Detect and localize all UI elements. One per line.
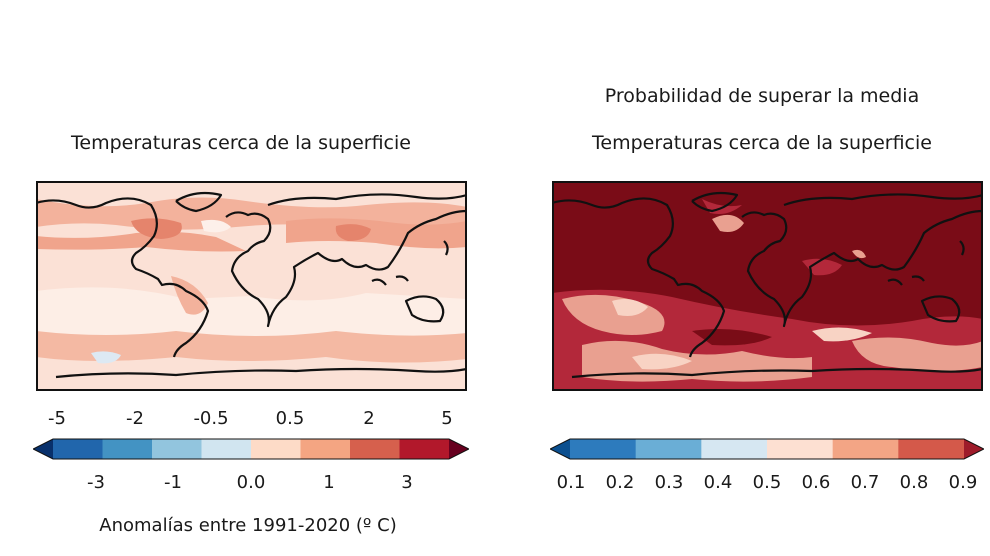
right-colorbar-swatch-2 [635,439,702,459]
right-map-light-spot-1 [712,214,744,232]
right-colorbar-swatch-5 [832,439,899,459]
left-map-cool-spot [91,351,121,364]
left-colorbar-swatch-4 [201,439,252,459]
left-lower-tick-5: 3 [401,472,413,493]
left-colorbar-swatch-8 [399,439,450,459]
left-upper-tick-3: -0.5 [193,408,229,429]
left-map-pale-spot [201,219,231,233]
right-title: Temperaturas cerca de la superficie [592,132,932,154]
left-map-warm-south [36,331,467,363]
left-map-warm-east [286,218,467,249]
left-title: Temperaturas cerca de la superficie [71,132,411,154]
left-upper-tick-6: 5 [441,408,453,429]
left-map-warm-patch2 [335,224,371,241]
left-upper-tick-1: -5 [48,408,66,429]
left-colorbar-label: Anomalías entre 1991-2020 (º C) [99,515,397,536]
left-colorbar-swatch-6 [300,439,351,459]
right-colorbar-swatch-3 [701,439,768,459]
right-colorbar-swatch-1 [570,439,637,459]
left-upper-tick-2: -2 [126,408,144,429]
right-colorbar-outline [550,438,984,460]
left-colorbar-swatch-2 [102,439,153,459]
right-probability-map [552,181,983,391]
right-tick-6: 0.6 [801,472,831,493]
left-map-coastlines [36,191,467,379]
left-colorbar-swatch-1 [53,439,103,459]
right-map-southern-pale-2 [632,353,692,370]
left-colorbar-extend-min [33,439,53,459]
right-map-southern-light-3 [852,337,983,371]
left-map-frame [36,181,467,391]
right-colorbar-swatch-6 [898,439,965,459]
right-tick-4: 0.4 [703,472,733,493]
right-tick-2: 0.2 [605,472,635,493]
right-suptitle: Probabilidad de superar la media [604,85,920,107]
left-lower-tick-2: -1 [164,472,182,493]
right-map-frame [552,181,983,391]
left-upper-tick-5: 2 [363,408,375,429]
right-tick-7: 0.7 [850,472,880,493]
right-map-southern-pale [612,299,648,316]
right-tick-3: 0.3 [654,472,684,493]
right-tick-8: 0.8 [899,472,929,493]
left-colorbar-outline [33,438,469,460]
right-colorbar-extend-min [550,439,570,459]
right-map-coastlines [552,191,983,379]
right-map-southern-pale-3 [812,327,872,342]
left-colorbar-extend-max [449,439,469,459]
left-colorbar-swatch-3 [152,439,202,459]
left-colorbar [33,438,469,460]
left-lower-tick-1: -3 [87,472,105,493]
left-anomaly-map [36,181,467,391]
left-colorbar-swatch-5 [251,439,301,459]
right-colorbar [550,438,984,460]
left-map-warm-mid [36,231,246,252]
right-tick-1: 0.1 [556,472,586,493]
left-lower-tick-3: 0.0 [236,472,266,493]
right-map-mid-east [802,258,842,276]
left-upper-tick-4: 0.5 [275,408,305,429]
right-colorbar-extend-max [964,439,984,459]
left-lower-tick-4: 1 [323,472,335,493]
right-map-light-spot-2 [852,249,866,259]
right-tick-9: 0.9 [948,472,978,493]
right-tick-5: 0.5 [752,472,782,493]
right-colorbar-swatch-4 [767,439,834,459]
left-colorbar-swatch-7 [350,439,400,459]
